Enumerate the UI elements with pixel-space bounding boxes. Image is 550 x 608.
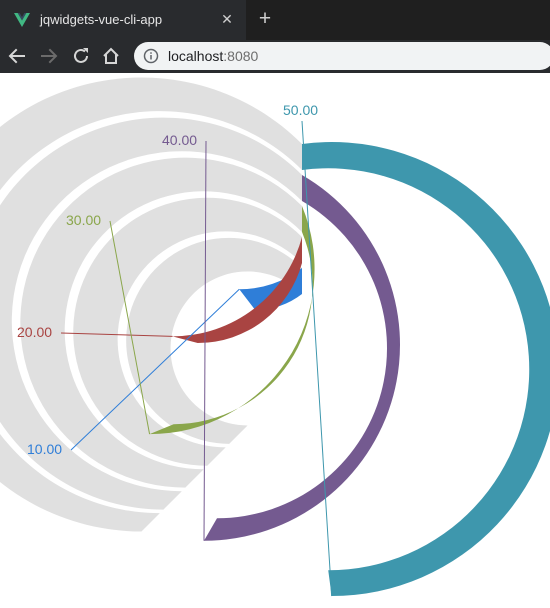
url-port: :8080 [223,48,259,64]
leader-line-5 [301,120,333,597]
leader-line-3 [109,220,151,435]
page-content: 10.00 20.00 30.00 40.00 50.00 [0,73,550,608]
browser-tab[interactable]: jqwidgets-vue-cli-app ✕ [0,0,246,40]
url-text: localhost:8080 [168,48,258,64]
browser-tab-strip: jqwidgets-vue-cli-app ✕ + [0,0,550,40]
value-label-3: 30.00 [66,212,101,228]
ring-track-3 [20,157,303,488]
ring-track-2 [73,197,303,466]
tab-close-button[interactable]: ✕ [221,11,233,27]
reload-button[interactable] [70,45,92,67]
url-host: localhost [168,48,224,64]
arrow-right-icon [41,48,58,64]
vue-logo-icon [14,13,30,27]
browser-toolbar: localhost:8080 [0,40,550,73]
radial-bar-chart: 10.00 20.00 30.00 40.00 50.00 [0,77,550,597]
leader-line-4 [203,140,207,541]
back-button[interactable] [6,45,28,67]
leader-line-2 [60,332,173,337]
info-icon [143,48,159,64]
ring-bar-2[interactable] [172,237,302,344]
address-bar[interactable]: localhost:8080 [134,42,550,70]
ring-track-4 [0,117,302,510]
arrow-left-icon [8,48,25,64]
ring-track-5 [0,77,302,532]
value-label-2: 20.00 [17,324,52,340]
forward-button[interactable] [38,45,60,67]
home-button[interactable] [100,45,122,67]
value-label-1: 10.00 [27,441,62,457]
home-icon [103,47,119,64]
tab-title: jqwidgets-vue-cli-app [40,12,163,27]
value-label-4: 40.00 [162,132,197,148]
ring-track-1 [126,237,302,444]
value-label-5: 50.00 [283,102,318,118]
leader-line-1 [70,288,240,451]
reload-icon [74,48,88,63]
new-tab-button[interactable]: + [258,7,272,30]
